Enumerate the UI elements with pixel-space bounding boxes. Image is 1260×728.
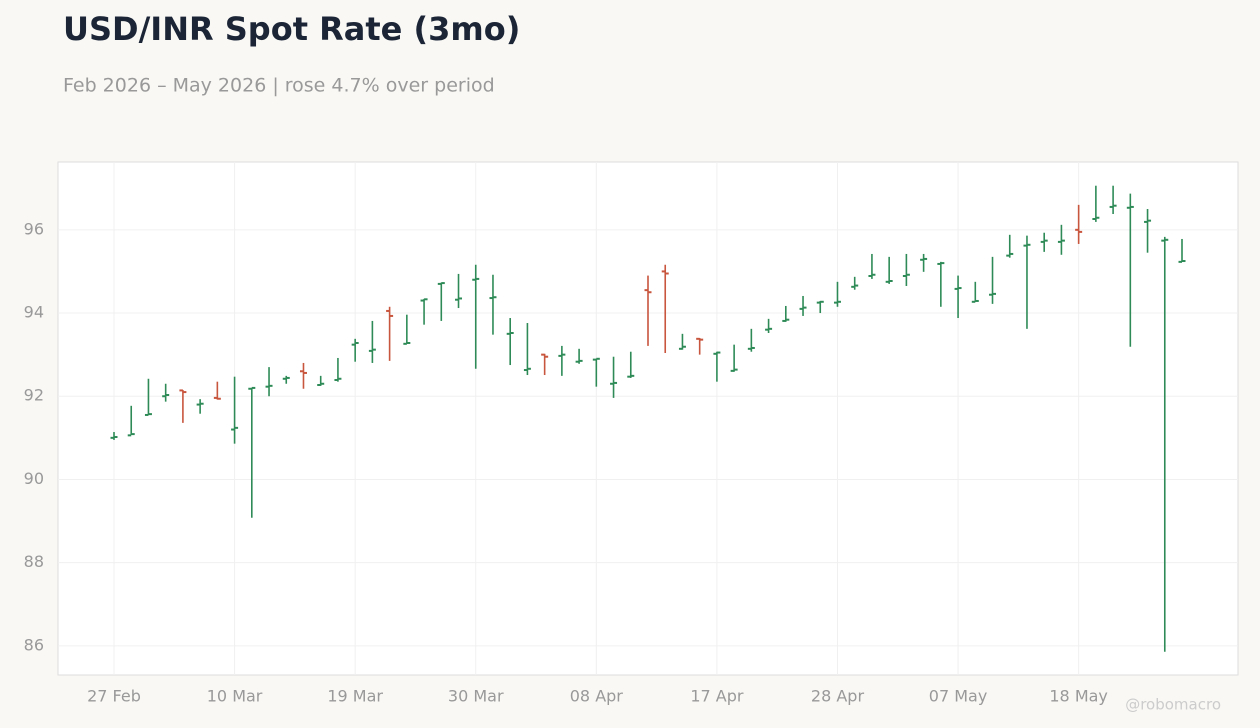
chart-subtitle: Feb 2026 – May 2026 | rose 4.7% over per… — [63, 75, 495, 97]
y-tick-label: 94 — [24, 303, 44, 322]
x-tick-label: 10 Mar — [207, 687, 263, 706]
x-tick-label: 17 Apr — [690, 687, 744, 706]
x-tick-label: 19 Mar — [327, 687, 383, 706]
x-tick-label: 30 Mar — [448, 687, 504, 706]
y-tick-label: 88 — [24, 552, 44, 571]
x-tick-label: 08 Apr — [570, 687, 624, 706]
x-tick-label: 07 May — [929, 687, 988, 706]
y-tick-label: 90 — [24, 469, 44, 488]
x-tick-label: 18 May — [1049, 687, 1108, 706]
y-tick-label: 96 — [24, 219, 44, 238]
x-tick-label: 28 Apr — [811, 687, 865, 706]
y-tick-label: 86 — [24, 635, 44, 654]
chart-title: USD/INR Spot Rate (3mo) — [63, 10, 520, 48]
plot-area — [57, 161, 1239, 676]
x-tick-label: 27 Feb — [87, 687, 141, 706]
y-tick-label: 92 — [24, 386, 44, 405]
watermark: @robomacro — [1125, 696, 1221, 714]
